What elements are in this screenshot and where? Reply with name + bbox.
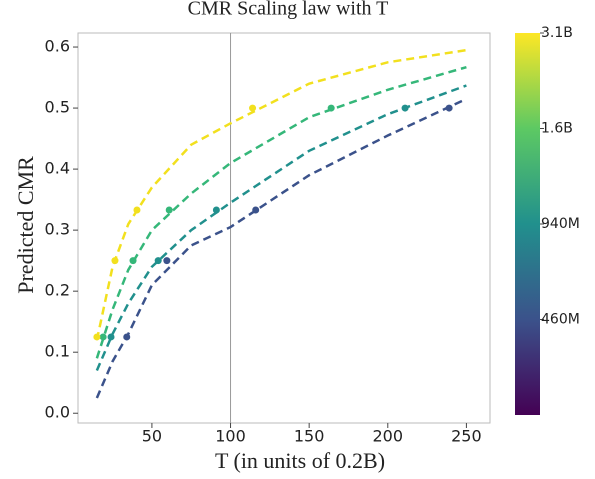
data-point xyxy=(93,333,101,341)
y-tick-label: 0.1 xyxy=(45,342,70,361)
data-point xyxy=(327,104,335,112)
chart-title: CMR Scaling law with T xyxy=(188,0,389,20)
colorbar-tick-label: 3.1B xyxy=(541,25,573,41)
data-point xyxy=(129,257,137,265)
data-point xyxy=(163,257,171,265)
data-point xyxy=(111,257,119,265)
colorbar xyxy=(515,33,540,415)
data-point xyxy=(123,333,131,341)
data-point xyxy=(401,104,409,112)
x-tick-label: 150 xyxy=(294,427,325,446)
x-tick-label: 50 xyxy=(142,427,162,446)
y-tick-label: 0.6 xyxy=(45,37,70,56)
x-tick-label: 100 xyxy=(215,427,246,446)
y-tick-label: 0.0 xyxy=(45,403,70,422)
fit-curve xyxy=(95,65,467,359)
data-point xyxy=(249,104,257,112)
data-point xyxy=(107,333,115,341)
fit-curve xyxy=(95,48,467,341)
x-axis-label: T (in units of 0.2B) xyxy=(215,448,385,473)
y-tick-label: 0.5 xyxy=(45,98,70,117)
plot-frame xyxy=(77,32,491,424)
data-point xyxy=(99,333,107,341)
y-tick-label: 0.4 xyxy=(45,159,70,178)
data-point xyxy=(212,206,220,214)
data-point xyxy=(252,206,260,214)
y-tick-label: 0.3 xyxy=(45,220,70,239)
data-point xyxy=(154,257,162,265)
colorbar-tick-label: 460M xyxy=(541,312,580,328)
x-tick-label: 200 xyxy=(373,427,404,446)
colorbar-tick-label: 1.6B xyxy=(541,121,573,137)
data-point xyxy=(445,104,453,112)
colorbar-tick-label: 940M xyxy=(541,216,580,232)
data-point xyxy=(165,206,173,214)
data-point xyxy=(133,206,141,214)
y-tick-label: 0.2 xyxy=(45,281,70,300)
fit-curve xyxy=(95,97,467,399)
x-tick-label: 250 xyxy=(451,427,482,446)
fit-curve xyxy=(95,84,467,372)
y-axis-label: Predicted CMR xyxy=(13,156,38,294)
